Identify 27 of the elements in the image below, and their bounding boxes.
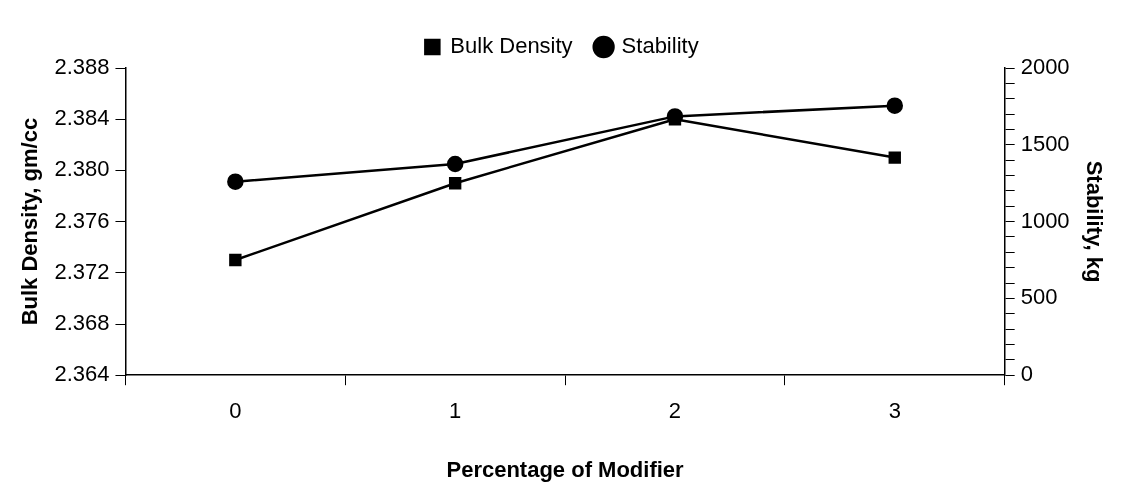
y-tick-label: 2.376 <box>54 207 110 233</box>
y-tick-label: 2.364 <box>54 361 110 387</box>
point <box>888 151 901 164</box>
x-axis-title: Percentage of Modifier <box>446 456 685 482</box>
point <box>227 173 244 190</box>
point <box>448 177 462 190</box>
point <box>229 253 242 267</box>
y2-tick-label: 0 <box>1020 361 1033 387</box>
point <box>446 155 464 173</box>
y2-tick-label: 1000 <box>1020 207 1070 233</box>
y2-axis-title: Stability, kg <box>1081 160 1107 283</box>
y-tick-label: 2.388 <box>54 54 110 80</box>
legend-label: Stability <box>621 33 699 59</box>
y2-tick-label: 500 <box>1020 284 1058 310</box>
y-tick-label: 2.384 <box>54 105 110 131</box>
y-tick-label: 2.368 <box>54 310 110 336</box>
x-tick-label: 2 <box>668 398 682 424</box>
y2-tick-label: 1500 <box>1020 130 1070 156</box>
point <box>886 97 904 114</box>
y-tick-label: 2.372 <box>54 258 110 284</box>
y-tick-label: 2.380 <box>54 156 110 182</box>
x-tick-label: 0 <box>229 398 242 424</box>
x-tick-label: 3 <box>888 398 901 424</box>
x-tick-label: 1 <box>449 398 462 424</box>
y2-tick-label: 2000 <box>1020 54 1070 80</box>
legend-label: Bulk Density <box>450 33 573 59</box>
y-axis-title: Bulk Density, gm/cc <box>17 117 43 326</box>
